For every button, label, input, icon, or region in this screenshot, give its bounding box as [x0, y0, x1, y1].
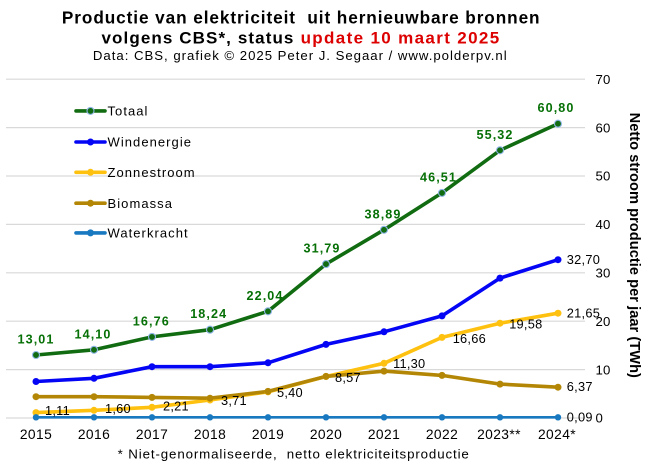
- svg-text:21,65: 21,65: [567, 306, 600, 321]
- svg-text:3,71: 3,71: [221, 393, 247, 408]
- svg-text:2018: 2018: [194, 427, 226, 442]
- svg-text:20: 20: [596, 314, 611, 329]
- svg-text:38,89: 38,89: [364, 207, 401, 221]
- svg-text:0: 0: [596, 411, 604, 426]
- svg-text:2016: 2016: [78, 427, 110, 442]
- svg-text:Biomassa: Biomassa: [108, 196, 173, 211]
- svg-text:2023**: 2023**: [477, 427, 521, 442]
- svg-text:2022: 2022: [426, 427, 458, 442]
- svg-text:60,80: 60,80: [537, 101, 574, 115]
- svg-text:0,09: 0,09: [567, 409, 593, 424]
- svg-text:16,76: 16,76: [133, 314, 170, 328]
- svg-text:Zonnestroom: Zonnestroom: [108, 165, 196, 180]
- svg-text:2015: 2015: [20, 427, 52, 442]
- svg-text:30: 30: [596, 266, 611, 281]
- svg-text:2019: 2019: [252, 427, 284, 442]
- svg-text:2024*: 2024*: [538, 427, 576, 442]
- svg-text:14,10: 14,10: [74, 327, 111, 341]
- svg-text:60: 60: [596, 120, 611, 135]
- svg-text:Totaal: Totaal: [108, 104, 149, 119]
- svg-text:22,04: 22,04: [246, 289, 283, 303]
- svg-text:6,37: 6,37: [567, 379, 593, 394]
- svg-text:31,79: 31,79: [303, 242, 340, 256]
- svg-text:2020: 2020: [310, 427, 342, 442]
- svg-text:10: 10: [596, 362, 611, 377]
- svg-text:1,11: 1,11: [45, 403, 70, 418]
- svg-text:8,57: 8,57: [335, 370, 361, 385]
- svg-text:46,51: 46,51: [420, 170, 457, 184]
- svg-text:40: 40: [596, 217, 611, 232]
- svg-text:Netto stroom productie per jaa: Netto stroom productie per jaar (TWh): [626, 113, 642, 378]
- svg-text:volgens CBS*, status update 10: volgens CBS*, status update 10 maart 202…: [102, 29, 501, 48]
- svg-text:Data: CBS, grafiek © 2025 Pete: Data: CBS, grafiek © 2025 Peter J. Segaa…: [93, 48, 508, 63]
- svg-text:18,24: 18,24: [190, 307, 227, 321]
- svg-text:70: 70: [596, 72, 611, 87]
- svg-text:1,60: 1,60: [105, 401, 131, 416]
- svg-text:Waterkracht: Waterkracht: [108, 226, 189, 241]
- svg-text:5,40: 5,40: [277, 385, 303, 400]
- svg-text:16,66: 16,66: [453, 331, 486, 346]
- svg-text:2021: 2021: [368, 427, 400, 442]
- svg-text:19,58: 19,58: [509, 317, 542, 332]
- svg-text:32,70: 32,70: [567, 252, 600, 267]
- svg-text:13,01: 13,01: [17, 333, 54, 347]
- svg-text:2017: 2017: [136, 427, 168, 442]
- svg-text:Productie van elektriciteit u: Productie van elektriciteit uit hernieuw…: [62, 7, 541, 27]
- svg-text:11,30: 11,30: [393, 356, 425, 371]
- svg-text:50: 50: [596, 169, 611, 184]
- svg-text:* Niet-genormaliseerde, netto: * Niet-genormaliseerde, netto elektricit…: [118, 447, 470, 462]
- svg-text:55,32: 55,32: [476, 128, 513, 142]
- svg-text:2,21: 2,21: [163, 399, 189, 414]
- svg-text:Windenergie: Windenergie: [108, 135, 193, 150]
